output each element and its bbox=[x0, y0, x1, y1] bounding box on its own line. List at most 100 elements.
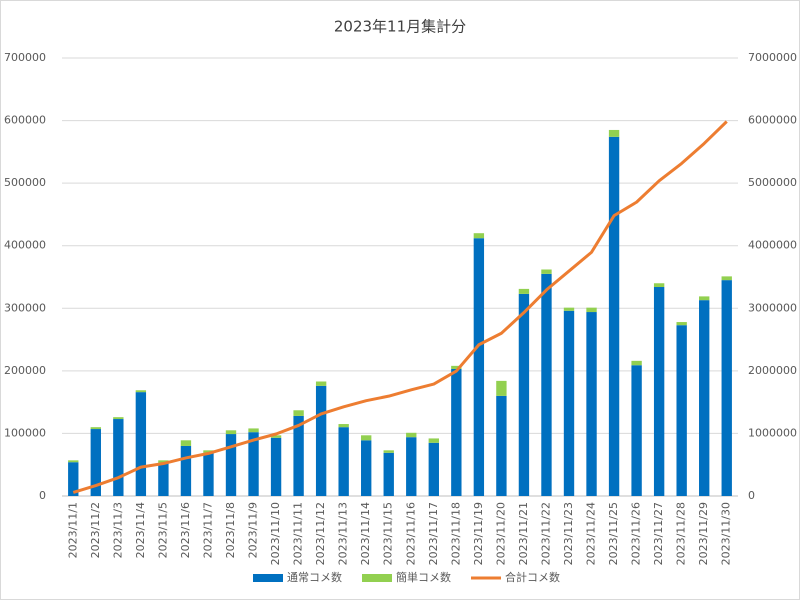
y2-tick-label: 5000000 bbox=[748, 176, 797, 189]
x-tick-label: 2023/11/10 bbox=[269, 502, 282, 565]
y-tick-label: 0 bbox=[39, 489, 46, 502]
bar bbox=[180, 445, 192, 496]
x-tick-label: 2023/11/14 bbox=[359, 502, 372, 565]
y-tick-label: 500000 bbox=[4, 176, 46, 189]
bar bbox=[248, 428, 259, 433]
bar bbox=[608, 129, 620, 137]
bar bbox=[586, 312, 597, 496]
bar bbox=[68, 460, 79, 463]
bar bbox=[586, 307, 597, 313]
bar bbox=[361, 435, 372, 441]
bar bbox=[563, 310, 575, 496]
bar bbox=[338, 427, 349, 496]
bar bbox=[90, 429, 101, 496]
bar bbox=[473, 238, 485, 496]
x-tick-label: 2023/11/6 bbox=[179, 502, 192, 558]
bar bbox=[203, 450, 214, 453]
bar bbox=[338, 424, 349, 428]
x-tick-label: 2023/11/17 bbox=[427, 502, 440, 565]
y-tick-label: 200000 bbox=[4, 364, 46, 377]
bar bbox=[496, 395, 507, 496]
legend-label: 合計コメ数 bbox=[505, 570, 560, 584]
bar bbox=[518, 288, 530, 294]
bar bbox=[270, 437, 282, 496]
y2-tick-label: 2000000 bbox=[748, 364, 797, 377]
bar bbox=[721, 280, 732, 496]
y2-tick-label: 1000000 bbox=[748, 426, 797, 439]
x-tick-label: 2023/11/21 bbox=[517, 502, 530, 565]
bar bbox=[541, 269, 552, 274]
x-tick-label: 2023/11/23 bbox=[562, 502, 575, 565]
bar bbox=[315, 385, 327, 496]
bar bbox=[158, 460, 169, 463]
bar bbox=[406, 437, 417, 496]
bar bbox=[180, 440, 192, 446]
x-tick-label: 2023/11/9 bbox=[247, 502, 260, 558]
x-tick-label: 2023/11/25 bbox=[607, 502, 620, 565]
x-tick-label: 2023/11/8 bbox=[224, 502, 237, 558]
y-tick-label: 700000 bbox=[4, 51, 46, 64]
bar bbox=[653, 283, 665, 288]
line bbox=[72, 120, 728, 494]
bar bbox=[383, 452, 394, 496]
x-tick-label: 2023/11/2 bbox=[89, 502, 102, 558]
y2-tick-label: 3000000 bbox=[748, 301, 797, 314]
bar bbox=[225, 430, 237, 435]
bar bbox=[113, 417, 124, 420]
x-tick-label: 2023/11/7 bbox=[201, 502, 214, 558]
bar bbox=[653, 287, 665, 496]
x-tick-label: 2023/11/15 bbox=[382, 502, 395, 565]
x-tick-label: 2023/11/30 bbox=[720, 502, 733, 565]
bar bbox=[113, 419, 124, 496]
bar bbox=[361, 440, 372, 496]
x-tick-label: 2023/11/29 bbox=[697, 502, 710, 565]
bar bbox=[451, 365, 462, 369]
bar bbox=[428, 442, 439, 496]
x-tick-label: 2023/11/18 bbox=[449, 502, 462, 565]
bar bbox=[315, 381, 327, 386]
y-tick-label: 100000 bbox=[4, 426, 46, 439]
bar bbox=[225, 434, 237, 496]
x-tick-label: 2023/11/24 bbox=[585, 502, 598, 565]
x-tick-label: 2023/11/27 bbox=[652, 502, 665, 565]
legend-swatch bbox=[362, 574, 392, 582]
y-tick-label: 600000 bbox=[4, 114, 46, 127]
legend-label: 簡単コメ数 bbox=[396, 570, 451, 584]
bar bbox=[496, 380, 507, 396]
x-tick-label: 2023/11/20 bbox=[494, 502, 507, 565]
x-tick-label: 2023/11/4 bbox=[134, 502, 147, 558]
y-tick-label: 400000 bbox=[4, 239, 46, 252]
bar bbox=[676, 322, 687, 326]
bar bbox=[699, 300, 710, 496]
x-tick-label: 2023/11/3 bbox=[111, 502, 124, 558]
bar bbox=[90, 427, 101, 430]
bar bbox=[135, 392, 147, 496]
bar bbox=[676, 325, 687, 496]
x-tick-label: 2023/11/16 bbox=[404, 502, 417, 565]
bar bbox=[68, 462, 79, 496]
bar bbox=[721, 276, 732, 281]
bar bbox=[631, 360, 642, 366]
x-tick-label: 2023/11/28 bbox=[675, 502, 688, 565]
bar bbox=[563, 307, 575, 311]
legend-label: 通常コメ数 bbox=[287, 571, 342, 584]
bar bbox=[203, 452, 214, 496]
bar bbox=[383, 450, 394, 453]
x-tick-label: 2023/11/19 bbox=[472, 502, 485, 565]
x-tick-label: 2023/11/26 bbox=[630, 502, 643, 565]
x-tick-label: 2023/11/22 bbox=[539, 502, 552, 565]
x-tick-label: 2023/11/12 bbox=[314, 502, 327, 565]
bar bbox=[406, 432, 417, 438]
bar bbox=[699, 296, 710, 301]
y2-tick-label: 7000000 bbox=[748, 51, 797, 64]
y-tick-label: 300000 bbox=[4, 301, 46, 314]
bar bbox=[293, 410, 304, 416]
bar bbox=[473, 233, 485, 239]
bar bbox=[293, 415, 304, 496]
y2-tick-label: 0 bbox=[748, 489, 755, 502]
bar bbox=[631, 365, 642, 496]
bar bbox=[248, 432, 259, 496]
bar bbox=[451, 368, 462, 496]
